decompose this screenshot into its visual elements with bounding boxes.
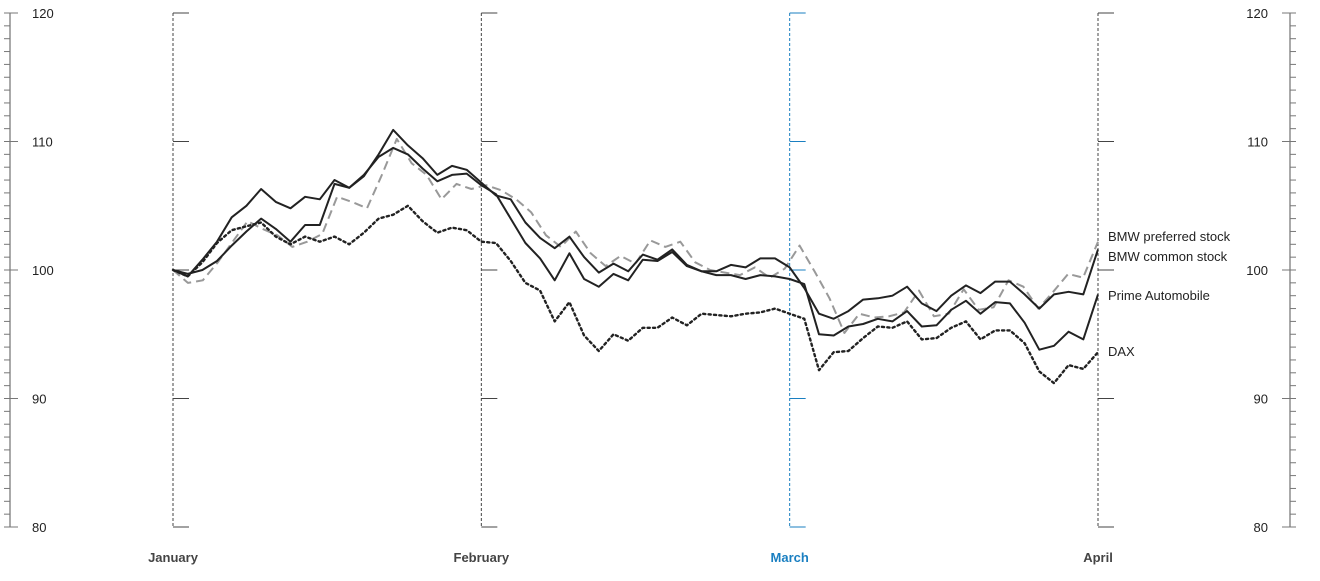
- right-y-tick-label: 90: [1254, 392, 1268, 407]
- series-line-bmw-common-stock: [172, 128, 1099, 320]
- month-label-april: April: [1083, 550, 1113, 565]
- series-labels: BMW preferred stock BMW common stock Prime…: [1108, 229, 1231, 359]
- right-y-tick-label: 110: [1247, 135, 1268, 150]
- left-y-tick-label: 80: [32, 520, 46, 535]
- series-lines: [171, 128, 1100, 385]
- right-y-tick-label: 120: [1246, 6, 1268, 21]
- left-y-axis: 80 90 100 110 120: [4, 6, 54, 535]
- series-label-bmw-preferred-stock: BMW preferred stock: [1108, 229, 1231, 244]
- month-label-march: March: [771, 550, 809, 565]
- left-y-tick-label: 100: [32, 263, 54, 278]
- month-label-february: February: [454, 550, 510, 565]
- left-y-tick-label: 120: [32, 6, 54, 21]
- series-line-prime-automobile: [172, 146, 1099, 351]
- left-y-tick-label: 110: [32, 135, 53, 150]
- right-y-tick-label: 80: [1254, 520, 1268, 535]
- month-label-january: January: [148, 550, 199, 565]
- series-line-dax: [171, 204, 1100, 385]
- series-label-bmw-common-stock: BMW common stock: [1108, 249, 1228, 264]
- series-label-prime-automobile: Prime Automobile: [1108, 288, 1210, 303]
- left-y-tick-label: 90: [32, 392, 46, 407]
- right-y-tick-label: 100: [1246, 263, 1268, 278]
- right-y-axis: 80 90 100 110 120: [1246, 6, 1296, 535]
- month-dividers: January February March April: [148, 12, 1114, 565]
- series-label-dax: DAX: [1108, 344, 1135, 359]
